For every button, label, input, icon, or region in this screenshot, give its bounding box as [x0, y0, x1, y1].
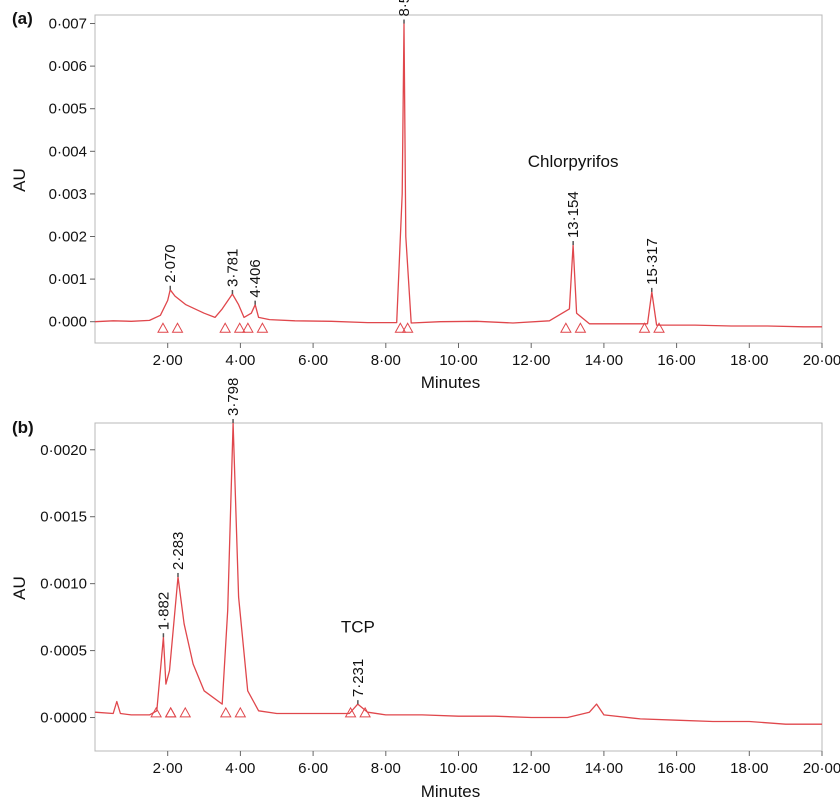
peak-label: 8·501: [396, 0, 413, 17]
integration-marker: [359, 706, 371, 718]
integration-marker: [233, 322, 246, 333]
integration-marker: [164, 706, 177, 718]
x-tick-label: 4·00: [225, 760, 255, 777]
x-tick-label: 14·00: [585, 352, 623, 369]
x-tick-label: 20·00: [803, 352, 840, 369]
plot-frame: [94, 14, 823, 344]
chromatogram-trace: [94, 422, 822, 725]
integration-marker: [394, 322, 407, 333]
x-tick-label: 8·00: [371, 352, 401, 369]
integration-marker: [219, 322, 232, 333]
integration-marker: [219, 706, 232, 718]
peak-label: 15·317: [644, 238, 661, 285]
panel-a: 0·000 0·001 0·002 0·003 0·004 0·005 0·006 0·007…: [10, 0, 840, 392]
panel-label: (a): [12, 9, 33, 28]
x-axis-label: Minutes: [421, 782, 481, 801]
y-tick-label: 0·0000: [40, 710, 87, 727]
integration-marker: [256, 322, 269, 333]
integration-marker: [234, 706, 247, 718]
integration-marker: [560, 322, 572, 333]
peak-label: 13·154: [565, 191, 582, 238]
x-tick-label: 8·00: [371, 760, 401, 777]
x-tick-label: 14·00: [585, 760, 623, 777]
x-tick-label: 12·00: [512, 760, 550, 777]
x-axis-label: Minutes: [421, 373, 481, 392]
peak-label: 1·882: [155, 592, 172, 630]
panel-label: (b): [12, 418, 34, 437]
integration-marker: [653, 322, 665, 333]
peak-label: 3·798: [225, 378, 242, 416]
y-tick-label: 0·0005: [40, 643, 87, 660]
integration-marker: [150, 706, 162, 718]
chromatogram-trace: [94, 22, 822, 328]
x-tick-label: 4·00: [225, 352, 255, 369]
integration-marker: [574, 322, 587, 333]
x-tick-label: 6·00: [298, 352, 328, 369]
x-tick-label: 18·00: [730, 352, 768, 369]
peak-label: 4·406: [247, 259, 264, 297]
integration-marker: [242, 322, 254, 333]
y-tick-label: 0·001: [49, 271, 87, 288]
x-tick-label: 16·00: [657, 760, 695, 777]
y-tick-label: 0·0015: [40, 509, 87, 526]
compound-annotation: TCP: [341, 618, 375, 637]
peak-label: 2·283: [170, 532, 187, 570]
integration-marker: [179, 706, 192, 718]
y-tick-label: 0·002: [49, 229, 87, 246]
x-tick-label: 10·00: [439, 760, 477, 777]
x-tick-label: 20·00: [803, 760, 840, 777]
plot-frame: [94, 422, 823, 752]
integration-marker: [638, 322, 651, 333]
x-tick-label: 16·00: [657, 352, 695, 369]
x-tick-label: 2·00: [153, 760, 183, 777]
y-tick-label: 0·000: [49, 314, 87, 331]
y-tick-label: 0·0020: [40, 442, 87, 459]
y-tick-label: 0·0010: [40, 576, 87, 593]
x-tick-label: 2·00: [153, 352, 183, 369]
y-tick-label: 0·004: [49, 143, 87, 160]
x-tick-label: 12·00: [512, 352, 550, 369]
integration-marker: [344, 706, 357, 718]
integration-marker: [164, 706, 177, 718]
integration-marker: [401, 322, 414, 333]
integration-marker: [171, 322, 184, 333]
y-tick-label: 0·003: [49, 186, 87, 203]
compound-annotation: Chlorpyrifos: [528, 152, 619, 171]
peak-label: 2·070: [162, 244, 179, 282]
y-tick-label: 0·007: [49, 16, 87, 33]
peak-label: 7·231: [350, 659, 367, 697]
integration-marker: [157, 322, 169, 333]
y-axis-label: AU: [10, 168, 29, 192]
peak-label: 3·781: [224, 249, 241, 287]
y-tick-label: 0·006: [49, 58, 87, 75]
y-axis-label: AU: [10, 576, 29, 600]
y-tick-label: 0·005: [49, 101, 87, 118]
panel-b: 0·0000 0·0005 0·0010 0·0015 0·0020 2·00 4·00 6·…: [10, 378, 840, 801]
x-tick-label: 18·00: [730, 760, 768, 777]
x-tick-label: 6·00: [298, 760, 328, 777]
x-tick-label: 10·00: [439, 352, 477, 369]
